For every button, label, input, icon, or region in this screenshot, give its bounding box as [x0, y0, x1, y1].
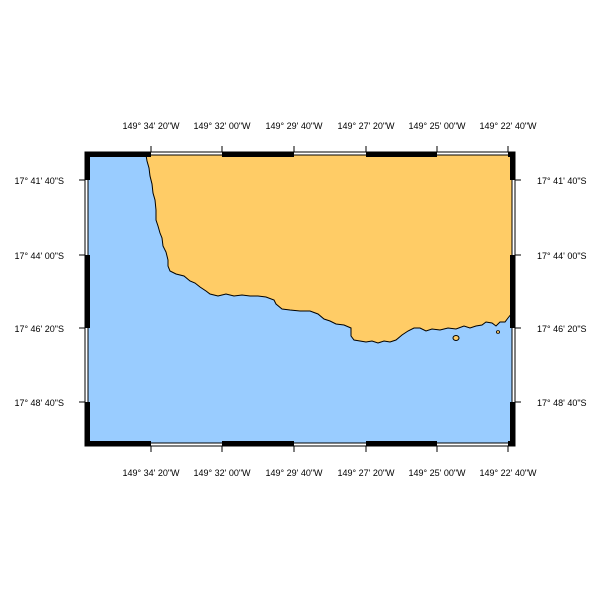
bottom-lon-label: 149° 32' 00"W [193, 468, 251, 478]
bottom-lon-label: 149° 27' 20"W [337, 468, 395, 478]
right-lat-label: 17° 46' 20"S [537, 324, 587, 334]
ticks [79, 146, 521, 452]
bottom-lon-label: 149° 29' 40"W [265, 468, 323, 478]
top-lon-label: 149° 32' 00"W [193, 121, 251, 131]
top-lon-label: 149° 27' 20"W [337, 121, 395, 131]
left-lat-label: 17° 44' 00"S [14, 251, 64, 261]
right-lat-label: 17° 48' 40"S [537, 398, 587, 408]
right-lat-label: 17° 41' 40"S [537, 176, 587, 186]
bottom-lon-label: 149° 34' 20"W [122, 468, 180, 478]
islet [495, 330, 500, 334]
bottom-lon-label: 149° 25' 00"W [408, 468, 466, 478]
top-lon-label: 149° 25' 00"W [408, 121, 466, 131]
frame-bars-right [510, 152, 515, 446]
left-lat-label: 17° 41' 40"S [14, 176, 64, 186]
right-lat-label: 17° 44' 00"S [537, 251, 587, 261]
left-lat-label: 17° 48' 40"S [14, 398, 64, 408]
islet [452, 335, 460, 341]
top-lon-label: 149° 34' 20"W [122, 121, 180, 131]
left-lat-label: 17° 46' 20"S [14, 324, 64, 334]
top-lon-label: 149° 22' 40"W [479, 121, 537, 131]
land-area [145, 154, 513, 344]
top-lon-label: 149° 29' 40"W [265, 121, 323, 131]
frame-bars-left [85, 152, 90, 446]
bottom-lon-label: 149° 22' 40"W [479, 468, 537, 478]
